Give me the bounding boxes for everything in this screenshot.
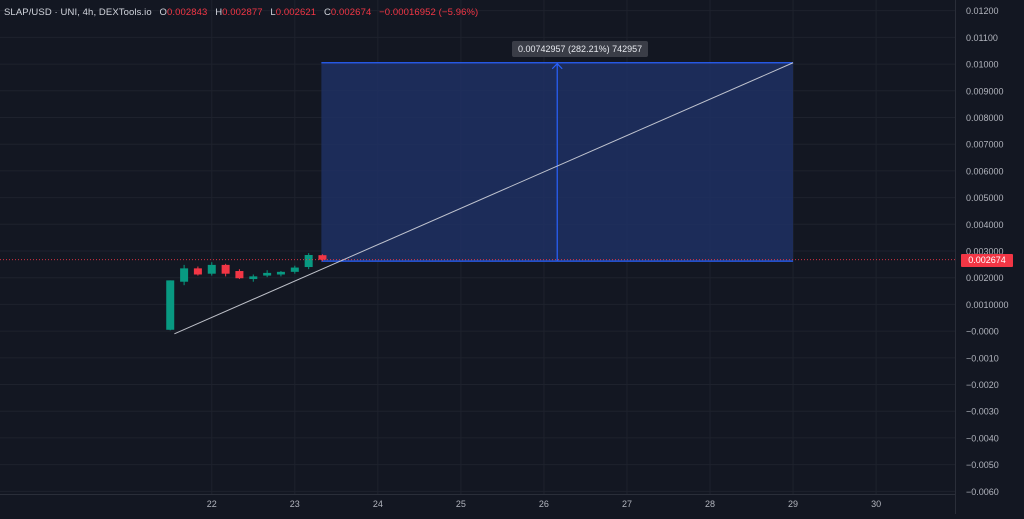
candle-body: [304, 255, 313, 268]
candle: [235, 269, 244, 280]
candle: [221, 263, 230, 277]
x-tick-label: 28: [705, 499, 715, 509]
open-value: 0.002843: [167, 7, 208, 18]
candle-body: [235, 271, 244, 279]
x-tick-label: 22: [207, 499, 217, 509]
close-label: C: [323, 7, 331, 18]
candle-body: [276, 271, 285, 275]
trend-line: [174, 62, 794, 335]
candle: [276, 271, 285, 277]
y-tick-label: 0.002000: [966, 273, 1004, 283]
candle-body: [263, 272, 272, 276]
candle: [180, 264, 189, 286]
candle: [166, 280, 175, 331]
x-tick-label: 24: [373, 499, 383, 509]
overlay-lines: [0, 62, 955, 335]
y-tick-label: 0.01200: [966, 6, 999, 16]
measure-arrow-head: [551, 62, 563, 70]
symbol-title: SLAP/USD · UNI, 4h, DEXTools.io: [4, 7, 152, 18]
candle: [193, 266, 202, 276]
y-tick-label: 0.006000: [966, 166, 1004, 176]
change-value: −0.00016952 (−5.96%): [379, 7, 479, 18]
candle-body: [221, 264, 230, 274]
measure-label: 0.00742957 (282.21%) 742957: [512, 41, 649, 57]
candle: [207, 262, 216, 276]
y-tick-label: 0.01000: [966, 60, 999, 70]
candle-body: [318, 255, 327, 260]
close-value: 0.002674: [330, 7, 372, 18]
candle: [304, 253, 313, 270]
y-tick-label: 0.003000: [966, 247, 1004, 257]
y-tick-label: −0.0050: [966, 460, 999, 470]
candle-body: [207, 264, 216, 274]
y-tick-label: 0.005000: [966, 193, 1004, 203]
x-tick-label: 25: [456, 499, 466, 509]
candle: [318, 254, 327, 262]
symbol-legend: SLAP/USD · UNI, 4h, DEXTools.io O0.00284…: [4, 7, 478, 18]
y-tick-label: 0.009000: [966, 86, 1004, 96]
candle-body: [249, 276, 258, 280]
candle: [249, 274, 258, 282]
high-label: H: [215, 7, 223, 18]
x-tick-label: 26: [539, 499, 549, 509]
high-value: 0.002877: [222, 7, 263, 18]
y-tick-label: 0.004000: [966, 220, 1004, 230]
y-tick-label: −0.0020: [966, 380, 999, 390]
current-price-tag: 0.002674: [961, 254, 1013, 267]
y-tick-label: 0.008000: [966, 113, 1004, 123]
open-label: O: [159, 7, 168, 18]
candle-body: [180, 268, 189, 282]
y-tick-label: 0.007000: [966, 140, 1004, 150]
y-tick-label: −0.0030: [966, 407, 999, 417]
candle: [290, 265, 299, 274]
y-tick-label: −0.0040: [966, 433, 999, 443]
x-tick-label: 30: [871, 499, 881, 509]
candle-body: [166, 280, 175, 330]
candle-body: [290, 267, 299, 272]
axes: 0.01200 0.01100 0.01000 0.009000 0.008000 0.0…: [0, 0, 1009, 514]
low-label: L: [270, 7, 276, 18]
y-tick-label: −0.0010: [966, 353, 999, 363]
y-tick-label: 0.01100: [966, 33, 998, 43]
y-tick-label: 0.0010000: [966, 300, 1009, 310]
low-value: 0.002621: [275, 7, 317, 18]
measure-tool[interactable]: [321, 62, 794, 262]
x-tick-label: 27: [622, 499, 632, 509]
candle-body: [193, 268, 202, 275]
x-tick-label: 23: [290, 499, 300, 509]
y-tick-label: −0.0000: [966, 327, 999, 337]
x-tick-label: 29: [788, 499, 798, 509]
candle: [263, 270, 272, 278]
y-tick-label: −0.0060: [966, 487, 999, 497]
candles: [166, 253, 327, 331]
